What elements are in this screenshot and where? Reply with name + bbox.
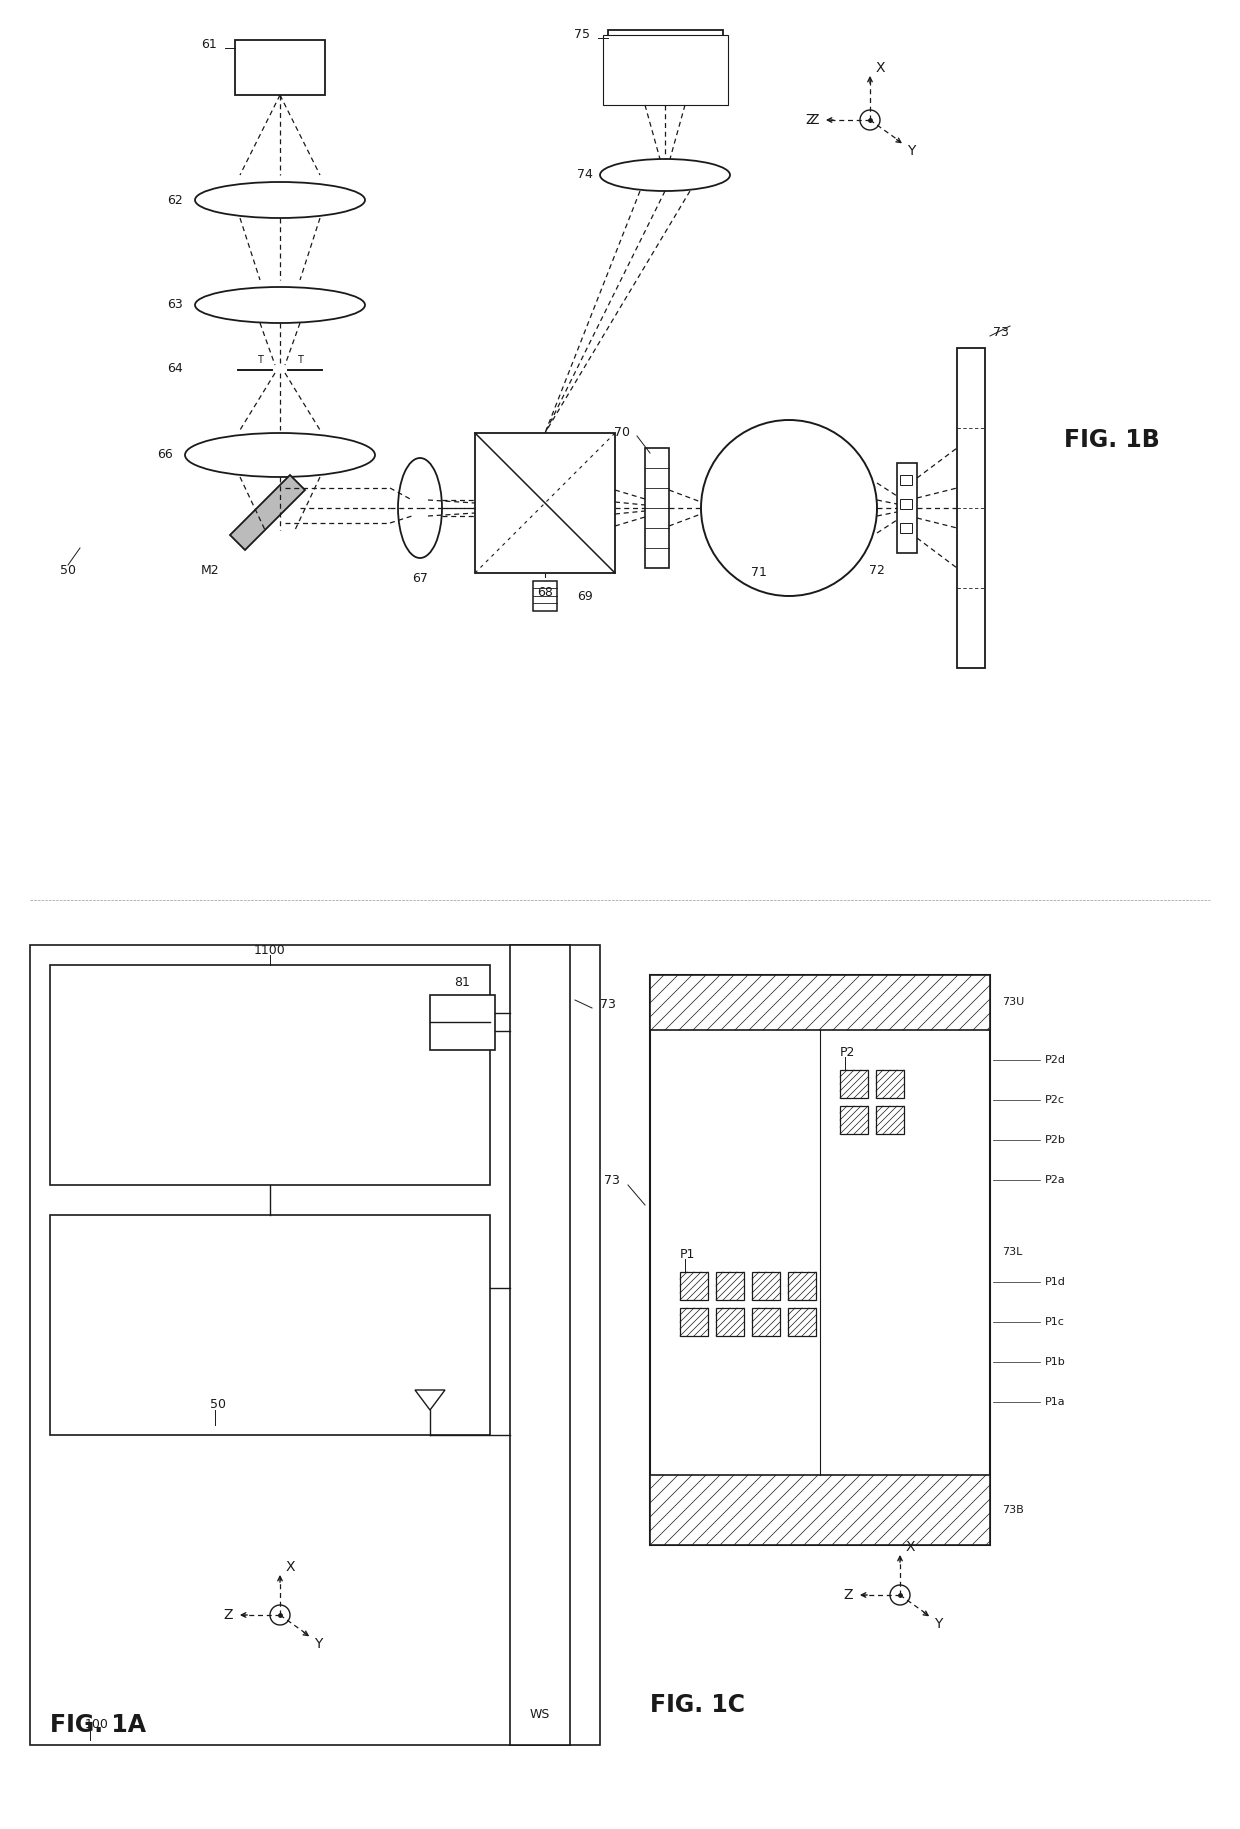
Text: 64: 64 bbox=[167, 362, 182, 375]
Bar bbox=[236, 40, 325, 95]
Text: 62: 62 bbox=[167, 194, 182, 207]
Bar bbox=[839, 1070, 868, 1097]
Text: 73: 73 bbox=[604, 1174, 620, 1187]
Text: P1b: P1b bbox=[1045, 1357, 1065, 1366]
Text: Y: Y bbox=[908, 144, 915, 157]
Bar bbox=[787, 1271, 816, 1300]
Bar bbox=[787, 1308, 816, 1335]
Text: M2: M2 bbox=[201, 563, 219, 576]
Text: X: X bbox=[285, 1560, 295, 1575]
Text: 69: 69 bbox=[577, 589, 593, 602]
Text: Y: Y bbox=[315, 1637, 322, 1652]
Bar bbox=[680, 1271, 708, 1300]
Text: Z: Z bbox=[223, 1608, 233, 1622]
Polygon shape bbox=[415, 1390, 445, 1410]
Bar bbox=[533, 582, 557, 611]
Text: 68: 68 bbox=[537, 587, 553, 600]
Text: Y: Y bbox=[935, 1617, 942, 1631]
Text: P2a: P2a bbox=[1045, 1174, 1065, 1185]
Bar bbox=[897, 463, 918, 552]
Text: 75: 75 bbox=[574, 29, 590, 42]
Text: FIG. 1B: FIG. 1B bbox=[1064, 428, 1159, 452]
Text: Z: Z bbox=[843, 1588, 853, 1602]
Bar bbox=[900, 476, 911, 485]
Bar bbox=[475, 433, 615, 572]
Text: 73: 73 bbox=[600, 999, 616, 1011]
Text: 1100: 1100 bbox=[254, 944, 286, 957]
Text: P2c: P2c bbox=[1045, 1096, 1065, 1105]
Text: 50: 50 bbox=[210, 1399, 226, 1412]
Text: 67: 67 bbox=[412, 571, 428, 585]
Text: 100: 100 bbox=[86, 1719, 109, 1732]
Text: 73: 73 bbox=[993, 327, 1009, 340]
Bar bbox=[680, 1308, 708, 1335]
Bar bbox=[608, 29, 723, 104]
Bar bbox=[715, 1308, 744, 1335]
Text: P1c: P1c bbox=[1045, 1317, 1065, 1328]
Bar bbox=[900, 499, 911, 508]
Text: P2d: P2d bbox=[1045, 1055, 1066, 1064]
Text: 66: 66 bbox=[157, 448, 172, 461]
Text: 74: 74 bbox=[577, 168, 593, 181]
Text: 71: 71 bbox=[751, 567, 766, 580]
Text: X: X bbox=[875, 60, 885, 75]
Text: Z: Z bbox=[810, 113, 818, 126]
Text: T: T bbox=[257, 355, 263, 366]
Bar bbox=[603, 35, 728, 104]
Bar bbox=[715, 1271, 744, 1300]
Bar bbox=[430, 995, 495, 1050]
Text: 70: 70 bbox=[614, 426, 630, 439]
Bar bbox=[30, 946, 600, 1745]
Ellipse shape bbox=[861, 110, 880, 130]
Bar bbox=[650, 1474, 990, 1546]
Ellipse shape bbox=[195, 183, 365, 218]
Bar bbox=[650, 975, 990, 1030]
Text: 81: 81 bbox=[454, 977, 470, 989]
Bar bbox=[900, 523, 911, 532]
Ellipse shape bbox=[185, 433, 374, 477]
Ellipse shape bbox=[701, 421, 877, 596]
Bar bbox=[645, 448, 670, 569]
Ellipse shape bbox=[270, 1606, 290, 1624]
Text: FIG. 1A: FIG. 1A bbox=[50, 1714, 146, 1738]
Bar bbox=[751, 1308, 780, 1335]
Text: P2b: P2b bbox=[1045, 1136, 1066, 1145]
Text: P1d: P1d bbox=[1045, 1277, 1066, 1288]
Bar bbox=[650, 975, 990, 1546]
Text: 61: 61 bbox=[201, 38, 217, 51]
Text: P1a: P1a bbox=[1045, 1397, 1065, 1407]
Text: 73B: 73B bbox=[1002, 1505, 1024, 1514]
Bar bbox=[875, 1070, 904, 1097]
Bar bbox=[50, 966, 490, 1185]
Text: P2: P2 bbox=[839, 1046, 856, 1059]
Polygon shape bbox=[229, 476, 305, 551]
Text: 72: 72 bbox=[869, 565, 885, 578]
Bar bbox=[875, 1107, 904, 1134]
Text: 50: 50 bbox=[60, 563, 76, 576]
Ellipse shape bbox=[398, 457, 441, 558]
Text: 63: 63 bbox=[167, 298, 182, 311]
Bar bbox=[957, 348, 985, 668]
Ellipse shape bbox=[195, 287, 365, 324]
Text: 73L: 73L bbox=[1002, 1247, 1022, 1257]
Bar bbox=[839, 1107, 868, 1134]
Bar bbox=[751, 1271, 780, 1300]
Text: Z: Z bbox=[805, 113, 815, 126]
Bar bbox=[510, 946, 570, 1745]
Ellipse shape bbox=[600, 159, 730, 190]
Text: WS: WS bbox=[529, 1708, 551, 1721]
Text: X: X bbox=[905, 1540, 915, 1555]
Text: T: T bbox=[298, 355, 303, 366]
Ellipse shape bbox=[890, 1586, 910, 1606]
Text: FIG. 1C: FIG. 1C bbox=[650, 1694, 745, 1717]
Bar bbox=[50, 1214, 490, 1436]
Text: 73U: 73U bbox=[1002, 997, 1024, 1008]
Text: P1: P1 bbox=[680, 1247, 696, 1260]
